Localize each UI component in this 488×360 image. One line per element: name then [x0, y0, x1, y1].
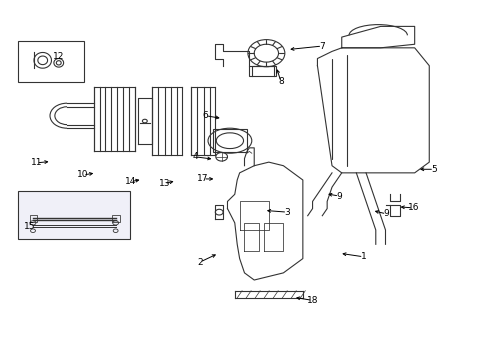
- Text: 11: 11: [31, 158, 42, 167]
- Text: 6: 6: [203, 111, 208, 120]
- Bar: [19, 41, 84, 82]
- Bar: [249, 66, 276, 76]
- Text: 8: 8: [278, 77, 283, 86]
- Text: 12: 12: [53, 52, 64, 61]
- Text: 2: 2: [197, 258, 202, 267]
- Text: 10: 10: [77, 171, 89, 180]
- Text: 5: 5: [430, 165, 436, 174]
- Text: 3: 3: [284, 208, 289, 217]
- Text: 9: 9: [383, 210, 388, 219]
- Text: 16: 16: [407, 203, 418, 212]
- Bar: [112, 215, 119, 222]
- Bar: [30, 215, 37, 222]
- Text: 9: 9: [336, 192, 342, 201]
- Bar: [19, 191, 130, 239]
- Text: 17: 17: [197, 175, 208, 184]
- Text: 7: 7: [319, 41, 325, 50]
- Bar: [212, 129, 246, 152]
- Text: 1: 1: [360, 252, 366, 261]
- Text: 13: 13: [158, 179, 170, 188]
- Text: 15: 15: [24, 222, 35, 231]
- Text: 4: 4: [192, 152, 197, 161]
- Text: 18: 18: [306, 296, 318, 305]
- Text: 14: 14: [124, 177, 136, 186]
